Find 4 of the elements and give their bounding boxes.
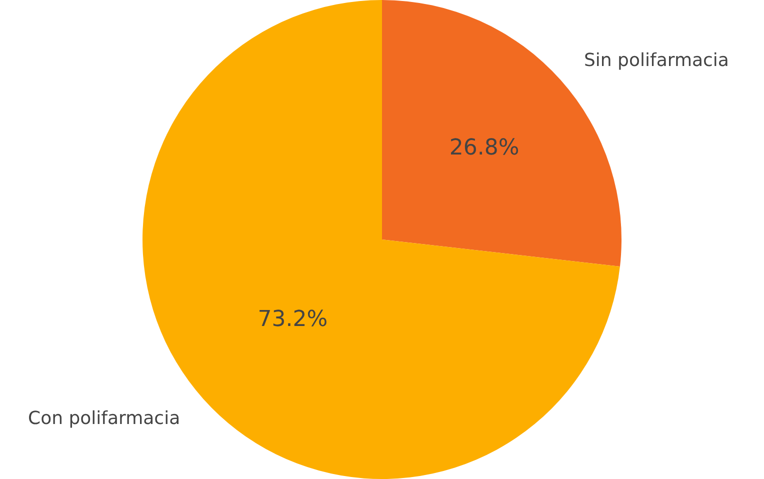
data-label: 73.2% [258,306,328,332]
slice-label: Con polifarmacia [28,408,180,429]
slice-label: Sin polifarmacia [584,50,729,71]
data-label: 26.8% [449,136,520,161]
